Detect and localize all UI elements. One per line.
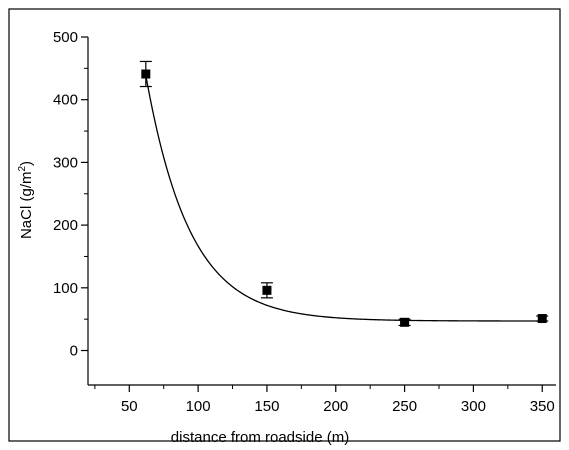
y-axis-label-superscript: 2 [17,166,28,172]
x-tick-label: 150 [254,398,279,415]
error-bars [139,60,549,327]
y-tick-label: 0 [70,343,78,360]
x-tick-label: 50 [121,398,138,415]
y-tick-label: 200 [53,217,78,234]
y-tick-label: 300 [53,154,78,171]
x-tick-label: 350 [530,398,555,415]
y-tick-label: 100 [53,280,78,297]
data-point [537,314,547,324]
y-axis-label: NaCl (g/m2) [17,161,35,239]
data-point [400,317,410,327]
fit-curve [145,75,545,322]
figure-frame [8,8,561,442]
y-axis-label-close: ) [18,161,35,166]
data-point [262,285,272,295]
x-axis-label: distance from roadside (m) [171,429,349,446]
axes [87,37,556,386]
x-tick-label: 200 [323,398,348,415]
x-tick-label: 250 [392,398,417,415]
data-point [141,69,151,79]
y-tick-label: 400 [53,92,78,109]
x-tick-label: 100 [186,398,211,415]
x-tick-label: 300 [461,398,486,415]
ticks [81,36,543,392]
y-axis-label-main: NaCl (g/m [18,172,35,240]
tick-labels: 50 100 150 200 250 300 350 0 100 200 300 400 500 [53,29,555,415]
data-markers [141,69,547,327]
y-tick-label: 500 [53,29,78,46]
